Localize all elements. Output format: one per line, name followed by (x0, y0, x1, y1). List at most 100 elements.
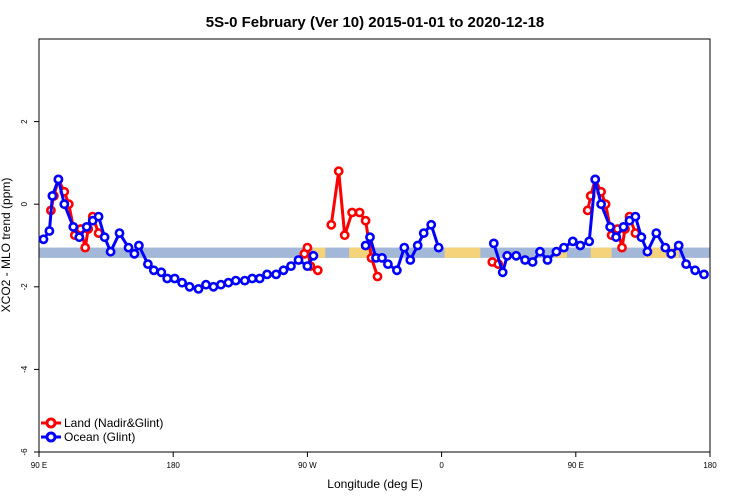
land-band-segment (313, 247, 326, 258)
x-tick-label: 90 E (568, 461, 584, 470)
ocean-data-point (527, 257, 538, 267)
ocean-data-point (642, 246, 653, 257)
ocean-data-point (360, 240, 371, 251)
land-band-segment (644, 247, 679, 258)
ocean-data-point (38, 234, 49, 245)
series-layer (38, 166, 709, 294)
y-tick-label: 2 (20, 119, 29, 124)
y-axis-label: XCO2 - MLO trend (ppm) (0, 178, 13, 313)
y-tick-label: -4 (20, 365, 29, 373)
ocean-data-point (520, 255, 530, 265)
ocean-data-point (511, 250, 522, 261)
ocean-data-point (308, 250, 319, 261)
ocean-data-point (502, 250, 513, 261)
axes: 90 E 180 90 W 0 90 E 180 -6 -4 -2 0 2 (20, 119, 717, 470)
ocean-data-point (699, 269, 709, 280)
ocean-data-point (302, 261, 313, 271)
x-axis-label: Longitude (deg E) (327, 477, 422, 491)
legend-marker-land (45, 417, 57, 429)
ocean-data-point (630, 211, 641, 222)
ocean-data-point (59, 199, 70, 210)
ocean-data-point (590, 174, 601, 185)
ocean-data-point (247, 273, 258, 284)
land-data-point (302, 242, 313, 253)
x-tick-label: 0 (439, 461, 444, 470)
x-tick-label: 90 E (31, 461, 47, 470)
ocean-data-point (47, 190, 58, 201)
ocean-data-point (53, 174, 64, 185)
land-data-point (339, 230, 350, 241)
x-tick-label: 180 (167, 461, 181, 470)
legend-marker-ocean (45, 431, 57, 443)
ocean-data-point (193, 283, 204, 294)
ocean-data-point (201, 279, 211, 290)
ocean-data-point (114, 228, 125, 238)
ocean-data-point (584, 236, 595, 247)
ocean-data-point (405, 255, 416, 265)
x-tick-label: 90 W (298, 461, 317, 470)
ocean-data-point (611, 232, 621, 243)
ocean-data-point (177, 277, 187, 288)
ocean-data-point (93, 211, 104, 222)
ocean-data-point (596, 199, 606, 210)
ocean-data-point (681, 259, 691, 269)
ocean-data-point (377, 252, 387, 263)
ocean-data-point (44, 226, 55, 236)
y-tick-label: -6 (20, 448, 29, 456)
land-data-point (326, 219, 337, 230)
ocean-data-point (488, 238, 499, 249)
ocean-data-point (551, 246, 562, 257)
plot-frame (38, 38, 711, 453)
ocean-data-point (660, 242, 671, 253)
y-tick-label: 0 (20, 201, 29, 206)
ocean-data-point (651, 228, 662, 238)
land-data-point (80, 242, 91, 253)
ocean-data-point (673, 240, 684, 251)
land-data-point (312, 265, 323, 276)
land-band-segment (349, 247, 371, 258)
ocean-data-point (426, 219, 437, 230)
land-band-segment (590, 247, 612, 258)
ocean-data-point (293, 255, 304, 265)
ocean-data-point (169, 273, 180, 284)
ocean-data-point (262, 269, 272, 280)
ocean-data-point (162, 273, 173, 284)
ocean-data-point (215, 279, 226, 290)
land-band-segment (444, 247, 481, 258)
ocean-data-point (497, 267, 508, 278)
ocean-data-point (230, 275, 241, 286)
ocean-data-point (99, 232, 110, 243)
legend-label-ocean: Ocean (Glint) (64, 430, 135, 444)
ocean-data-point (690, 265, 700, 276)
ocean-data-point (123, 242, 134, 253)
legend-label-land: Land (Nadir&Glint) (64, 416, 163, 430)
land-data-point (354, 207, 365, 218)
ocean-data-point (382, 259, 393, 269)
ocean-data-point (618, 221, 629, 232)
ocean-data-point (148, 265, 159, 276)
ocean-data-point (575, 240, 586, 251)
ocean-data-point (535, 246, 545, 257)
land-data-point (372, 271, 383, 282)
ocean-data-point (184, 281, 195, 292)
land-data-point (347, 207, 357, 218)
ocean-data-point (133, 240, 144, 251)
ocean-data-point (129, 248, 140, 259)
legend: Land (Nadir&Glint) Ocean (Glint) (41, 416, 163, 444)
ocean-data-point (391, 265, 402, 276)
ocean-data-point (399, 242, 410, 253)
ocean-data-point (105, 246, 116, 257)
ocean-data-point (271, 269, 281, 280)
land-data-point (333, 166, 344, 177)
ocean-data-point (542, 255, 553, 265)
ocean-data-point (68, 221, 79, 232)
ocean-data-point (605, 221, 615, 232)
land-data-point (582, 205, 593, 216)
y-tick-label: -2 (20, 283, 29, 291)
ocean-data-point (81, 221, 92, 232)
x-tick-label: 180 (703, 461, 717, 470)
ocean-data-point (433, 242, 444, 253)
ocean-data-point (142, 259, 153, 269)
ocean-data-point (636, 232, 647, 243)
